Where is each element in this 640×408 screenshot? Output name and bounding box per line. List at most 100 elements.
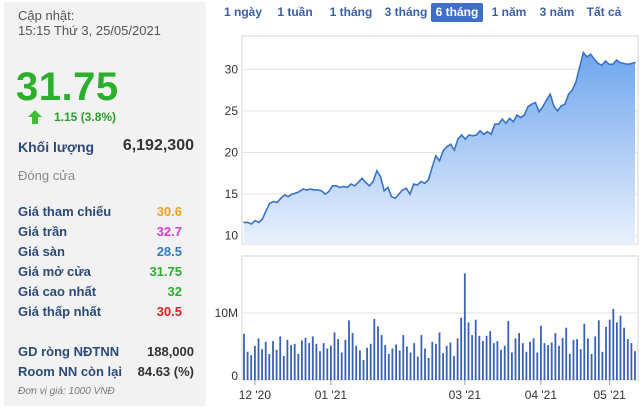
price-point	[567, 93, 570, 95]
stat-value: 188,000	[147, 344, 194, 359]
price-point	[471, 135, 474, 137]
price-point	[280, 197, 282, 199]
tab-1-year[interactable]: 1 năm	[491, 5, 527, 19]
volume-bar	[634, 351, 636, 380]
price-point	[571, 89, 574, 91]
price-point	[464, 138, 467, 140]
volume-bar	[587, 338, 589, 380]
stat-low-price: Giá thấp nhất 30.5	[18, 302, 198, 322]
volume-bar	[507, 321, 510, 380]
price-point	[320, 190, 323, 192]
price-point	[564, 103, 566, 105]
price-point	[538, 110, 540, 113]
price-point	[324, 193, 326, 195]
price-point	[615, 59, 618, 61]
volume-bar	[395, 344, 397, 380]
price-y-tick-label: 20	[225, 145, 239, 159]
stat-foreign-room: Room NN còn lại 84.63 (%)	[18, 362, 198, 382]
volume-bar	[550, 342, 553, 380]
volume-bar	[503, 345, 506, 380]
price-point	[294, 192, 297, 194]
volume-bar	[561, 337, 564, 380]
tab-all[interactable]: Tất cả	[586, 5, 622, 19]
price-point	[446, 145, 448, 148]
stat-label: Giá trần	[18, 224, 68, 239]
volume-bar	[275, 349, 278, 380]
price-point	[283, 194, 286, 196]
volume-bar	[431, 341, 434, 380]
volume-x-tick-label: 01 '21	[315, 388, 348, 402]
price-point	[619, 61, 621, 64]
price-point	[601, 64, 603, 66]
price-point	[608, 63, 610, 66]
price-point	[497, 123, 500, 125]
volume-bar	[463, 273, 466, 380]
tab-3-months[interactable]: 3 tháng	[384, 5, 428, 19]
volume-bar	[576, 339, 578, 380]
tab-3-years[interactable]: 3 năm	[539, 5, 575, 19]
price-point	[597, 62, 599, 65]
volume-bar	[315, 343, 318, 380]
volume-bar	[257, 338, 260, 380]
price-point	[523, 114, 526, 116]
price-change: 1.15 (3.8%)	[28, 110, 116, 124]
tab-1-day[interactable]: 1 ngày	[223, 5, 262, 19]
price-point	[527, 105, 529, 108]
volume-bar	[301, 340, 303, 380]
price-point	[272, 200, 275, 203]
price-change-text: 1.15 (3.8%)	[54, 110, 117, 124]
volume-bar	[243, 333, 245, 380]
volume-bar	[485, 335, 488, 380]
stat-value: 28.5	[156, 244, 182, 259]
price-point	[353, 185, 356, 187]
price-point	[623, 62, 625, 65]
volume-bar	[521, 343, 524, 380]
volume-bar	[268, 353, 271, 380]
volume-value: 6,192,300	[122, 137, 194, 154]
volume-y-tick-label: 0	[231, 369, 238, 383]
price-point	[549, 93, 551, 95]
volume-bar	[608, 319, 611, 380]
price-point	[317, 189, 319, 191]
volume-bar	[359, 350, 361, 380]
stat-label: Giá mở cửa	[18, 264, 91, 279]
volume-bar	[568, 353, 571, 380]
price-point	[302, 188, 304, 190]
price-point	[545, 99, 548, 101]
stat-value: 84.63 (%)	[137, 364, 194, 379]
stat-foreign-net: GD ròng NĐTNN 188,000	[18, 342, 198, 362]
price-point	[387, 186, 389, 189]
volume-bar	[279, 336, 282, 380]
update-label: Cập nhật:	[18, 8, 75, 23]
volume-bar	[290, 345, 292, 380]
price-point	[361, 177, 363, 180]
volume-bar	[540, 325, 542, 380]
price-point	[435, 155, 437, 157]
price-point	[305, 189, 308, 191]
volume-bar	[500, 349, 502, 380]
volume-bar	[384, 345, 387, 380]
volume-x-tick-label: 03 '21	[449, 388, 482, 402]
price-point	[368, 185, 371, 187]
price-point	[394, 197, 396, 199]
volume-bar	[492, 343, 495, 380]
stat-label: Giá tham chiếu	[18, 204, 112, 219]
price-point	[508, 117, 511, 120]
volume-bar	[420, 335, 423, 380]
tab-6-months[interactable]: 6 tháng	[431, 3, 483, 22]
volume-bar	[514, 338, 517, 380]
stat-value: 30.5	[156, 304, 182, 319]
price-point	[372, 180, 374, 183]
price-point	[501, 118, 504, 120]
volume-x-tick-label: 04 '21	[525, 388, 558, 402]
volume-bar	[482, 341, 484, 380]
tab-1-week[interactable]: 1 tuần	[277, 5, 313, 19]
volume-bar	[536, 352, 539, 380]
price-point	[468, 134, 470, 136]
price-point	[582, 51, 585, 54]
volume-bar	[409, 352, 412, 380]
volume-bar	[572, 339, 575, 380]
volume-bar	[583, 323, 586, 380]
tab-1-month[interactable]: 1 tháng	[329, 5, 373, 19]
volume-bar	[264, 341, 267, 380]
